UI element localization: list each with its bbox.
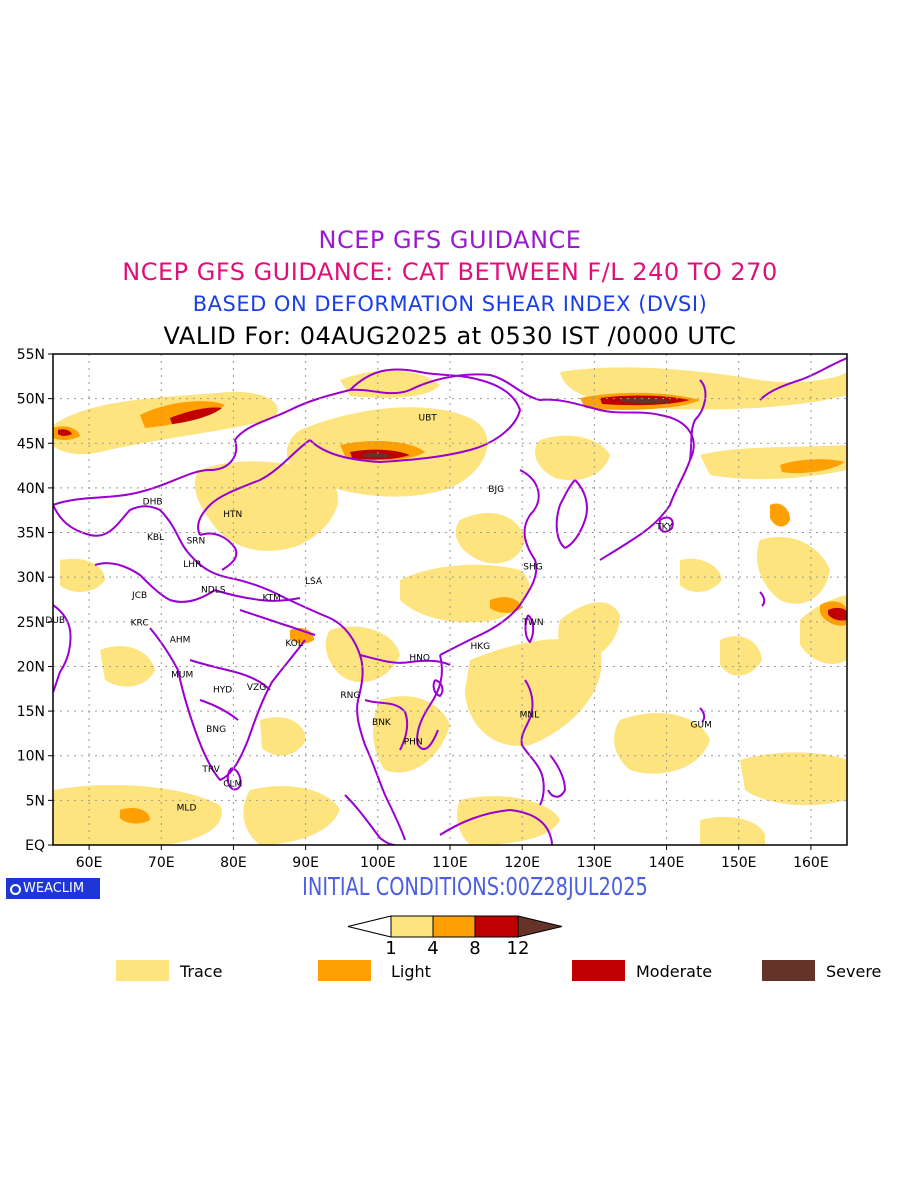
color-scale-bar: 1 4 8 12: [347, 915, 563, 959]
chart-method-note: BASED ON DEFORMATION SHEAR INDEX (DVSI): [192, 292, 708, 316]
station-label: KTM: [262, 594, 280, 604]
axis-ticks: 55N 50N 45N 40N 35N 30N 25N 20N 15N 10N 5N EQ 60E 70E…: [17, 347, 829, 870]
station-label: PHN: [404, 737, 423, 747]
country-boundaries: [53, 357, 847, 845]
legend-swatch-moderate: [572, 960, 625, 981]
station-label: KRC: [131, 619, 149, 629]
lat-tick-label: EQ: [25, 838, 45, 854]
lon-tick-label: 80E: [220, 855, 247, 870]
lat-tick-label: 20N: [17, 659, 45, 675]
colorbar-segment: [474, 915, 519, 938]
lat-tick-label: 45N: [17, 436, 45, 452]
station-label: GUM: [691, 720, 712, 730]
lon-tick-label: 150E: [721, 855, 757, 870]
severe-turbulence-areas: [362, 397, 672, 458]
station-labels: UBT BJG DHB HTN KBL SRN TKY LHR SHG LSA JCB NDLS KTM…: [45, 413, 712, 813]
copyright-icon: [10, 884, 21, 895]
lon-tick-label: 130E: [577, 855, 613, 870]
station-label: HKG: [470, 642, 490, 652]
lat-tick-label: 30N: [17, 570, 45, 586]
station-label: BNK: [372, 718, 392, 728]
valid-time-label: VALID For: 04AUG2025 at 0530 IST /0000 U…: [163, 322, 737, 350]
lat-tick-label: 10N: [17, 749, 45, 765]
lat-tick-label: 5N: [26, 793, 45, 809]
station-label: MUM: [171, 670, 193, 680]
chart-subtitle: NCEP GFS GUIDANCE: CAT BETWEEN F/L 240 T…: [122, 258, 778, 286]
station-label: BNG: [206, 725, 226, 735]
station-label: DUB: [45, 616, 65, 626]
legend-swatch-light: [318, 960, 371, 981]
colorbar-tick-label: 8: [469, 938, 480, 959]
station-label: CLM: [223, 779, 242, 789]
lon-tick-label: 90E: [292, 855, 319, 870]
lon-tick-label: 60E: [76, 855, 103, 870]
legend-label-trace: Trace: [180, 962, 223, 981]
station-label: SRN: [187, 537, 206, 547]
station-label: MNL: [520, 711, 540, 721]
lat-tick-label: 50N: [17, 392, 45, 408]
legend-swatch-severe: [762, 960, 815, 981]
station-label: TKY: [655, 522, 673, 532]
station-label: KOL: [285, 639, 303, 649]
colorbar-high-arrow: [517, 915, 563, 938]
legend-label-severe: Severe: [826, 962, 882, 981]
station-label: HTN: [223, 510, 242, 520]
legend-label-light: Light: [391, 962, 431, 981]
station-label: RNG: [340, 691, 360, 701]
colorbar-low-arrow: [347, 915, 392, 938]
station-label: VZG: [247, 683, 266, 693]
map-grid: [53, 354, 847, 845]
logo-text: WEACLIM: [23, 881, 85, 896]
turbulence-map: 55N 50N 45N 40N 35N 30N 25N 20N 15N 10N 5N EQ 60E 70E…: [17, 347, 848, 870]
legend-swatch-trace: [116, 960, 169, 981]
station-label: AHM: [170, 636, 191, 646]
lon-tick-label: 140E: [649, 855, 685, 870]
station-label: UBT: [418, 413, 437, 423]
lat-tick-label: 40N: [17, 481, 45, 497]
station-label: TWN: [521, 618, 543, 628]
colorbar-tick-label: 12: [507, 938, 530, 959]
station-label: MLD: [177, 804, 197, 814]
station-label: KBL: [147, 533, 164, 543]
legend-label-moderate: Moderate: [636, 962, 713, 981]
lat-tick-label: 15N: [17, 704, 45, 720]
station-label: HNO: [409, 654, 430, 664]
station-label: HYD: [213, 686, 232, 696]
station-label: SHG: [523, 562, 542, 572]
colorbar-tick-label: 4: [427, 938, 438, 959]
colorbar-tick-label: 1: [385, 938, 396, 959]
lon-tick-label: 120E: [504, 855, 540, 870]
chart-title: NCEP GFS GUIDANCE: [318, 226, 582, 254]
colorbar-segment: [432, 915, 476, 938]
initial-conditions-label: INITIAL CONDITIONS:00Z28JUL2025: [302, 872, 648, 901]
station-label: DHB: [143, 497, 163, 507]
station-label: JCB: [131, 591, 147, 601]
lon-tick-label: 70E: [148, 855, 175, 870]
colorbar-segment: [390, 915, 434, 938]
lat-tick-label: 55N: [17, 347, 45, 363]
lon-tick-label: 160E: [793, 855, 829, 870]
lat-tick-label: 25N: [17, 615, 45, 631]
station-label: TRV: [201, 765, 220, 775]
lon-tick-label: 110E: [432, 855, 468, 870]
station-label: NDLS: [201, 586, 226, 596]
lat-tick-label: 35N: [17, 526, 45, 542]
station-label: LSA: [305, 577, 323, 587]
station-label: BJG: [488, 485, 504, 495]
weaclim-logo: WEACLIM: [6, 878, 100, 899]
moderate-turbulence-areas: [58, 395, 847, 621]
lon-tick-label: 100E: [360, 855, 396, 870]
station-label: LHR: [183, 560, 201, 570]
